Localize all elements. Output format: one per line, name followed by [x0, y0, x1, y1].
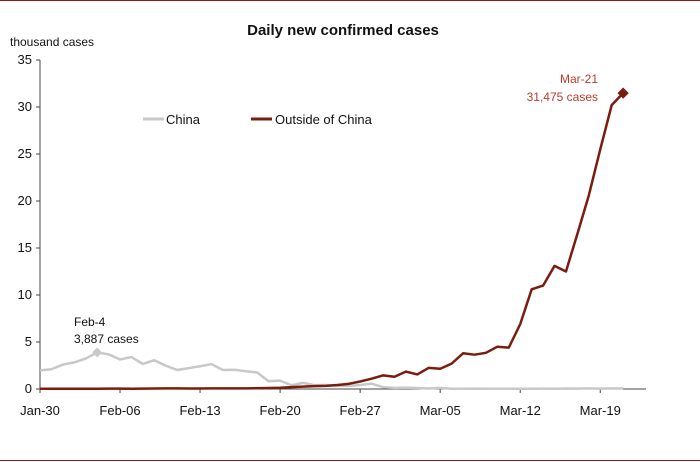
x-axis: Jan-30 Feb-06 Feb-13 Feb-20 Feb-27 Mar-05 Mar-… — [20, 389, 621, 418]
y-tick-label: 35 — [18, 52, 32, 67]
legend: China Outside of China — [143, 112, 373, 127]
series-line-china — [39, 351, 624, 391]
y-tick-label: 15 — [18, 240, 32, 255]
y-tick-label: 20 — [18, 193, 32, 208]
y-axis-label: thousand cases — [10, 35, 94, 49]
legend-label-outside-china: Outside of China — [275, 112, 373, 127]
y-tick-label: 30 — [18, 99, 32, 114]
x-tick-label: Feb-06 — [99, 403, 140, 418]
y-axis: 0 5 10 15 20 25 30 35 — [18, 52, 40, 396]
x-tick-label: Feb-27 — [340, 403, 381, 418]
annotation-mar-21-value: 31,475 cases — [527, 90, 598, 104]
x-tick-label: Jan-30 — [20, 403, 60, 418]
legend-label-china: China — [166, 112, 201, 127]
annotation-feb-4: Feb-4 3,887 cases — [74, 315, 139, 346]
chart-title: Daily new confirmed cases — [247, 22, 439, 39]
annotation-mar-21-date: Mar-21 — [560, 72, 598, 86]
annotation-feb-4-date: Feb-4 — [74, 315, 106, 329]
x-tick-label: Mar-19 — [580, 403, 621, 418]
annotation-feb-4-value: 3,887 cases — [74, 332, 139, 346]
peak-marker-china — [92, 347, 103, 358]
y-tick-label: 0 — [25, 381, 32, 396]
x-tick-label: Feb-13 — [179, 403, 220, 418]
y-tick-label: 25 — [18, 146, 32, 161]
series-line-outside-china — [40, 92, 625, 391]
y-tick-label: 5 — [25, 334, 32, 349]
x-tick-label: Mar-12 — [500, 403, 541, 418]
x-tick-label: Mar-05 — [420, 403, 461, 418]
y-tick-label: 10 — [18, 287, 32, 302]
x-tick-label: Feb-20 — [260, 403, 301, 418]
top-border — [0, 0, 700, 1]
annotation-mar-21: Mar-21 31,475 cases — [527, 72, 599, 104]
bottom-border — [0, 460, 700, 461]
